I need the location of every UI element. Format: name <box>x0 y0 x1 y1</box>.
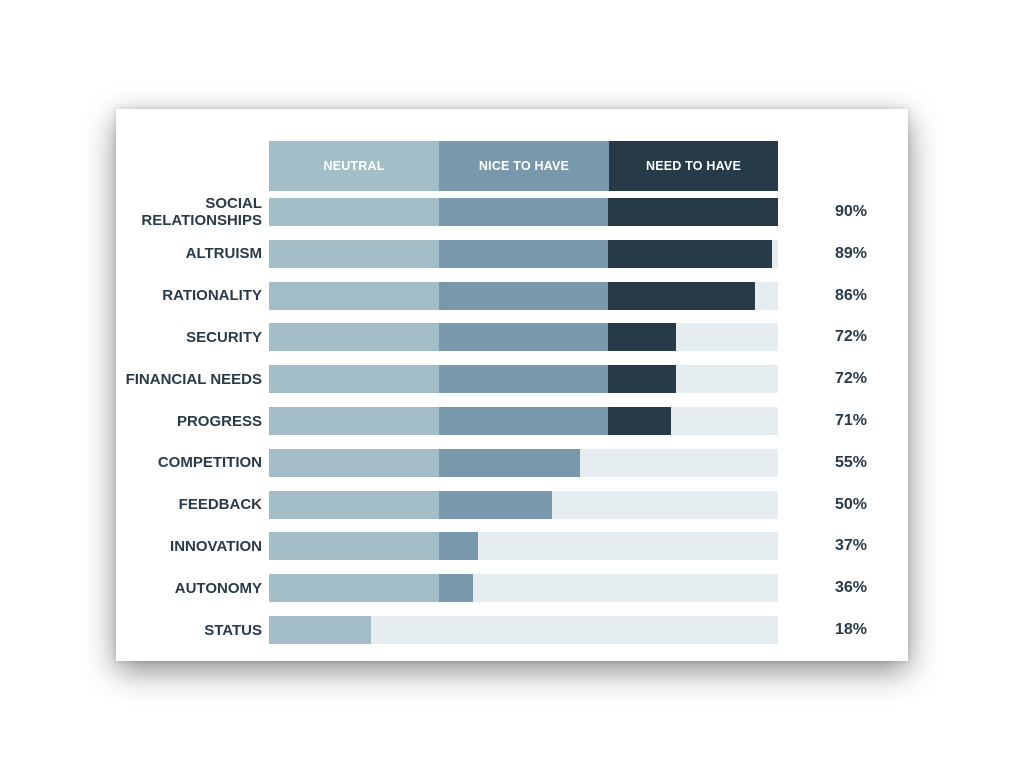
bar-track <box>269 198 778 226</box>
bar-track <box>269 365 778 394</box>
bar-segment-need-to-have <box>608 407 671 435</box>
bar-segment-need-to-have <box>608 239 773 268</box>
percent-label: 72% <box>834 370 868 388</box>
bar-segment-neutral <box>269 407 439 435</box>
percent-label: 37% <box>834 537 868 555</box>
percent-label: 55% <box>834 453 868 471</box>
bar-segment-nice-to-have <box>438 532 479 561</box>
bar-segment-need-to-have <box>608 365 677 394</box>
row-label: PROGRESS <box>176 412 262 430</box>
bar-segment-nice-to-have <box>438 365 609 394</box>
row-label: INNOVATION <box>170 537 262 555</box>
legend-need-to-have: NEED TO HAVE <box>609 141 778 191</box>
percent-label: 71% <box>834 412 868 429</box>
bar-segment-neutral <box>269 616 371 644</box>
percent-label: 89% <box>834 244 868 262</box>
bar-segment-nice-to-have <box>438 323 609 352</box>
bar-segment-neutral <box>269 239 439 268</box>
bar-segment-neutral <box>269 532 439 561</box>
chart-card: NEUTRAL NICE TO HAVE NEED TO HAVE SOCIAL… <box>116 109 908 661</box>
percent-label: 72% <box>834 328 868 346</box>
bar-segment-neutral <box>269 490 439 519</box>
bar-segment-nice-to-have <box>438 281 609 310</box>
bar-segment-need-to-have <box>608 198 778 226</box>
bar-track <box>269 407 778 435</box>
bar-segment-nice-to-have <box>438 239 609 268</box>
percent-label: 86% <box>834 286 868 304</box>
bar-track <box>269 574 778 603</box>
row-label: FEEDBACK <box>178 496 262 514</box>
row-label: SOCIAL RELATIONSHIPS <box>141 195 262 229</box>
bar-track <box>269 616 778 644</box>
bar-segment-need-to-have <box>608 281 756 310</box>
percent-label: 18% <box>834 621 868 638</box>
bar-track <box>269 239 778 268</box>
row-label: FINANCIAL NEEDS <box>125 370 262 388</box>
bar-segment-nice-to-have <box>438 198 609 226</box>
bar-segment-neutral <box>269 281 439 310</box>
bar-segment-nice-to-have <box>438 574 473 603</box>
row-label: AUTONOMY <box>174 579 262 597</box>
percent-label: 50% <box>834 495 868 513</box>
bar-track <box>269 281 778 310</box>
bar-track <box>269 448 778 477</box>
percent-label: 36% <box>834 579 868 597</box>
bar-segment-neutral <box>269 323 439 352</box>
bar-segment-need-to-have <box>608 323 677 352</box>
row-label: ALTRUISM <box>185 245 262 263</box>
bar-track <box>269 490 778 519</box>
row-label: COMPETITION <box>157 454 262 472</box>
bar-segment-neutral <box>269 574 439 603</box>
percent-label: 90% <box>834 203 868 220</box>
row-label: SECURITY <box>186 328 262 346</box>
legend-neutral: NEUTRAL <box>269 141 439 191</box>
row-label: STATUS <box>204 621 262 639</box>
bar-segment-nice-to-have <box>438 490 552 519</box>
bar-track <box>269 532 778 561</box>
bar-segment-nice-to-have <box>438 448 581 477</box>
bar-track <box>269 323 778 352</box>
row-label: RATIONALITY <box>162 287 262 305</box>
bar-segment-nice-to-have <box>438 407 609 435</box>
legend-nice-to-have: NICE TO HAVE <box>439 141 609 191</box>
bar-segment-neutral <box>269 365 439 394</box>
bar-segment-neutral <box>269 198 439 226</box>
bar-segment-neutral <box>269 448 439 477</box>
